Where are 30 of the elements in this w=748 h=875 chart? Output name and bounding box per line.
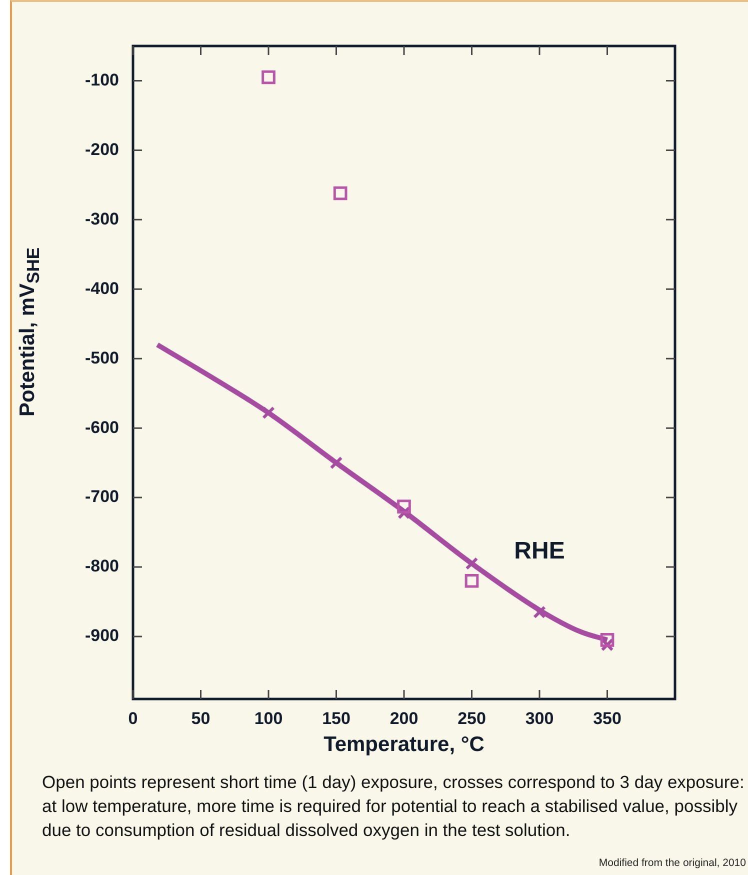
point [533, 606, 546, 619]
point [262, 70, 276, 84]
point [465, 557, 478, 570]
point [397, 500, 411, 514]
point [262, 406, 275, 420]
point [330, 456, 343, 470]
x-axis-title: Temperature, °C [324, 733, 484, 756]
x-tick-label: 100 [254, 708, 283, 728]
point [600, 633, 614, 647]
text: Modified from the original, 2010 [598, 857, 746, 869]
y-tick-label: -200 [84, 140, 119, 159]
x-tick-label: 50 [191, 708, 210, 728]
x-tick-label: 200 [390, 708, 418, 728]
y-tick-label: -700 [84, 487, 119, 506]
x-tick-label: 350 [593, 708, 622, 728]
point [333, 186, 348, 200]
y-tick-label: -400 [84, 278, 119, 298]
y-tick-label: -100 [84, 70, 119, 90]
x-tick-label: 0 [128, 708, 138, 728]
y-tick-label: -600 [84, 418, 119, 437]
x-tick-label: 150 [322, 708, 350, 728]
x-tick-label: 250 [458, 708, 486, 728]
y-tick-label: -900 [84, 626, 119, 646]
point [464, 574, 479, 588]
series-label: RHE [514, 538, 565, 565]
y-tick-label: -800 [84, 556, 119, 576]
x-tick-label: 300 [525, 708, 554, 728]
text: Open points represent short time (1 day) exposure, crosses correspond to 3 day exposure: at low temperature, more time is required for potential to reach a stabilised value, possibly due to consumption of residual dissolved oxygen in the test solution. [42, 771, 746, 842]
y-tick-label: -300 [84, 209, 119, 228]
y-tick-label: -500 [84, 348, 119, 368]
